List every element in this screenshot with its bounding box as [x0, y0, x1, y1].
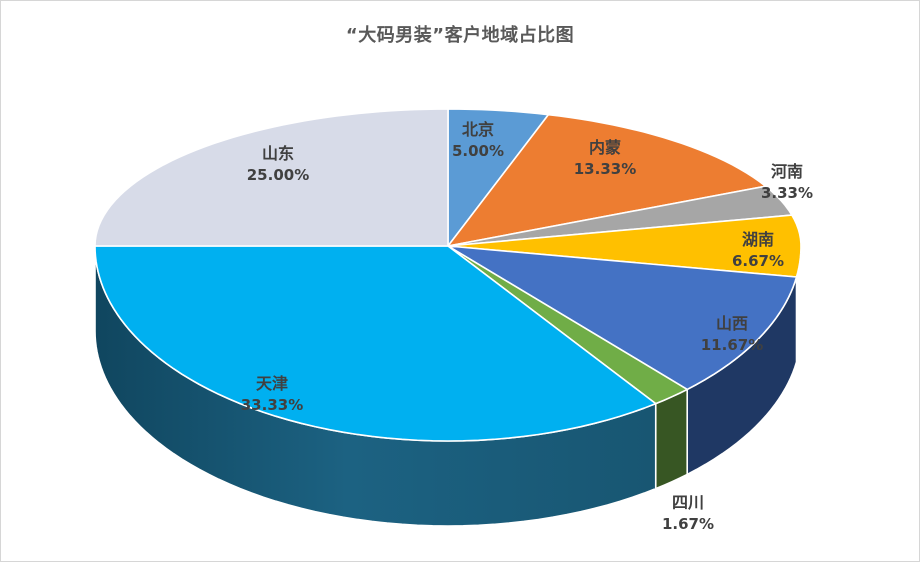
- slice-label-name-neimeng: 内蒙: [589, 138, 621, 157]
- slice-label-shandong: 山东 25.00%: [247, 144, 309, 184]
- slice-label-henan: 河南 3.33%: [761, 162, 813, 202]
- pie-slice-tianjin: [94, 245, 657, 442]
- slice-label-neimeng: 内蒙 13.33%: [574, 138, 636, 178]
- slice-label-name-henan: 河南: [771, 162, 803, 181]
- slice-label-name-sichuan: 四川: [672, 493, 704, 512]
- slice-label-name-beijing: 北京: [462, 120, 494, 139]
- slice-label-beijing: 北京 5.00%: [452, 120, 504, 160]
- slice-label-pct-shandong: 25.00%: [247, 166, 309, 184]
- slice-label-hunan: 湖南 6.67%: [732, 230, 784, 270]
- slice-label-name-tianjin: 天津: [256, 374, 288, 393]
- pie-slice-hunan: [447, 214, 802, 278]
- pie-slice-shanxi: [447, 245, 798, 391]
- slice-label-tianjin: 天津 33.33%: [241, 374, 303, 414]
- slice-label-pct-hunan: 6.67%: [732, 252, 784, 270]
- pie-slice-henan: [447, 185, 793, 247]
- pie-top-faces: [94, 108, 802, 442]
- pie-slice-shandong: [94, 108, 449, 247]
- slice-label-pct-shanxi: 11.67%: [701, 336, 763, 354]
- chart-title: “大码男装”客户地域占比图: [345, 25, 575, 46]
- slice-label-pct-sichuan: 1.67%: [662, 515, 714, 533]
- slice-label-shanxi: 山西 11.67%: [701, 314, 763, 354]
- pie-slice-side-sichuan: [654, 388, 688, 490]
- slice-label-pct-henan: 3.33%: [761, 184, 813, 202]
- slice-label-pct-beijing: 5.00%: [452, 142, 504, 160]
- slice-label-pct-neimeng: 13.33%: [574, 160, 636, 178]
- pie-labels: 北京 5.00% 内蒙 13.33% 河南 3.33% 湖南 6.67% 山西 11.67% 四川 1…: [241, 120, 813, 533]
- slice-label-name-hunan: 湖南: [742, 230, 774, 249]
- slice-label-pct-tianjin: 33.33%: [241, 396, 303, 414]
- pie-slice-neimeng: [447, 113, 767, 247]
- slice-label-name-shandong: 山东: [262, 144, 294, 163]
- slice-label-sichuan: 四川 1.67%: [662, 493, 714, 533]
- pie-slice-beijing: [447, 108, 550, 247]
- slice-label-name-shanxi: 山西: [716, 314, 748, 333]
